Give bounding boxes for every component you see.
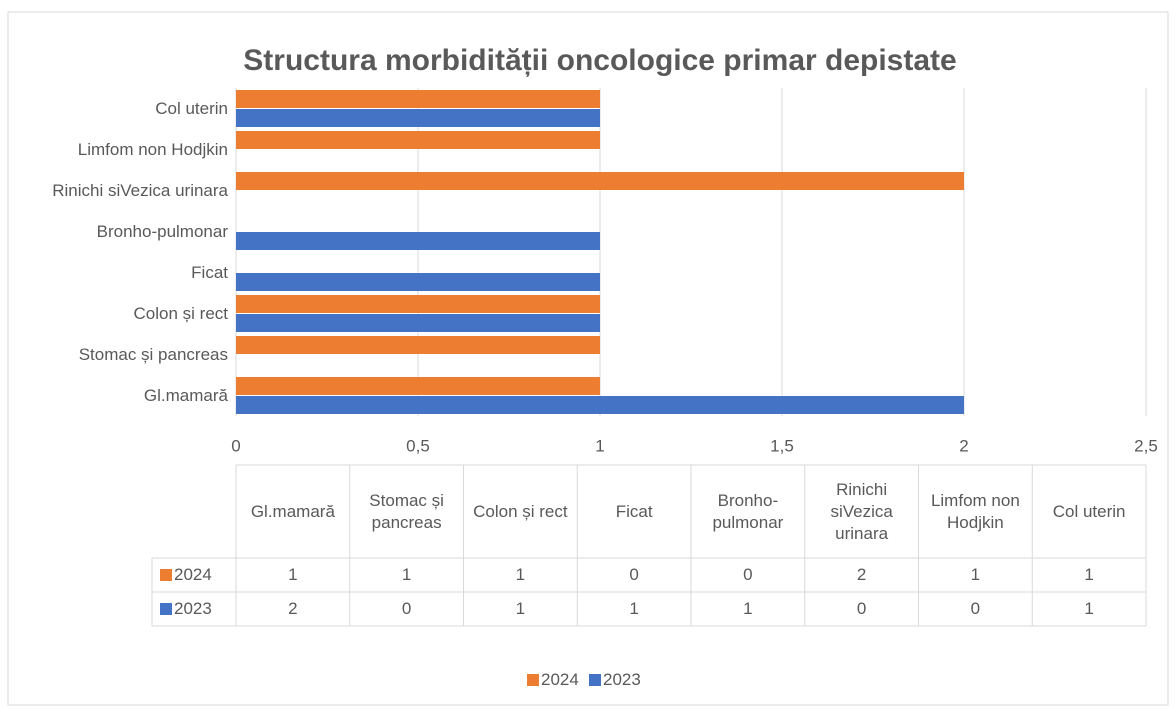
table-header: Stomac și pancreas: [369, 490, 444, 532]
bar: [236, 314, 600, 332]
table-header: Gl.mamară: [250, 501, 335, 521]
table-value: 1: [401, 565, 412, 584]
legend-label: 2023: [603, 670, 641, 689]
x-tick-label: 1: [595, 436, 604, 455]
table-value: 0: [970, 599, 981, 618]
table-header: Bronho-pulmonar: [712, 490, 784, 532]
y-tick-label: Stomac și pancreas: [78, 344, 228, 364]
bar: [236, 131, 600, 149]
table-value: 1: [1084, 599, 1094, 618]
table-value: 1: [629, 599, 639, 618]
table-header: Rinichi siVezica urinara: [830, 479, 893, 543]
table-value: 0: [856, 599, 867, 618]
legend-key: [527, 674, 539, 686]
table-value: 1: [970, 565, 981, 584]
table-header: Colon și rect: [473, 501, 568, 521]
x-tick-label: 1,5: [770, 436, 794, 455]
chart-border: [7, 11, 1169, 706]
y-tick-label: Colon și rect: [133, 303, 228, 323]
x-tick-label: 2,5: [1134, 436, 1158, 455]
table-value: 2: [856, 565, 867, 584]
bar: [236, 396, 964, 414]
y-tick-label: Col uterin: [155, 98, 228, 118]
x-tick-label: 0: [231, 436, 240, 455]
table-value: 1: [515, 599, 526, 618]
bar: [236, 295, 600, 313]
table-value: 1: [288, 565, 298, 584]
legend-key: [160, 603, 172, 615]
table-value: 1: [1084, 565, 1094, 584]
table-value: 0: [401, 599, 412, 618]
table-header: Col uterin: [1052, 501, 1126, 521]
y-tick-label: Ficat: [191, 262, 228, 282]
bar: [236, 377, 600, 395]
table-value: 1: [515, 565, 526, 584]
legend-key: [160, 569, 172, 581]
table-value: 0: [743, 565, 753, 584]
bar: [236, 109, 600, 127]
table-header: Ficat: [615, 501, 653, 521]
table-series-name: 2024: [174, 565, 212, 584]
y-tick-label: Gl.mamară: [143, 385, 228, 405]
y-tick-label: Bronho-pulmonar: [96, 221, 228, 241]
x-tick-label: 2: [959, 436, 968, 455]
legend-label: 2024: [541, 670, 579, 689]
y-tick-label: Limfom non Hodjkin: [77, 139, 228, 159]
table-header: Limfom non Hodjkin: [930, 490, 1020, 532]
bar: [236, 90, 600, 108]
table-series-name: 2023: [174, 599, 212, 618]
bar: [236, 273, 600, 291]
table-value: 2: [288, 599, 298, 618]
bar: [236, 336, 600, 354]
x-tick-label: 0,5: [406, 436, 430, 455]
chart-title: Structura morbidității oncologice primar…: [243, 44, 956, 77]
table-value: 1: [743, 599, 753, 618]
table-value: 0: [629, 565, 639, 584]
legend-key: [589, 674, 601, 686]
bar: [236, 172, 964, 190]
bar: [236, 232, 600, 250]
y-tick-label: Rinichi siVezica urinara: [52, 180, 228, 200]
